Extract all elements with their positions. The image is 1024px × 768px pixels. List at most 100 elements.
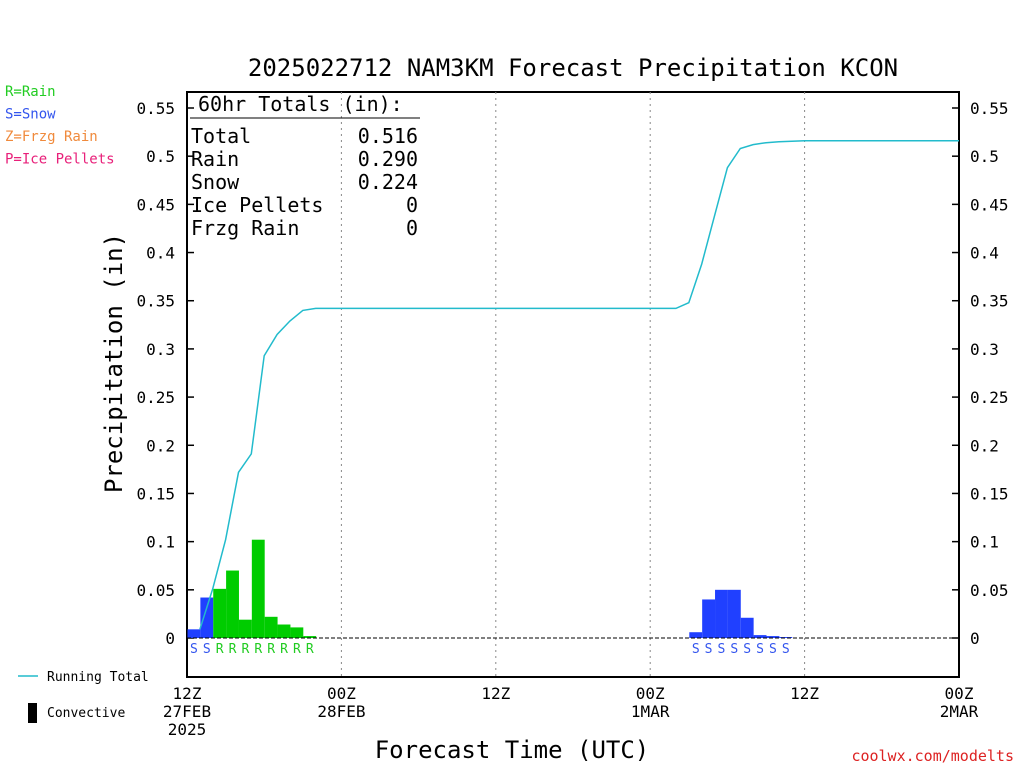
totals-value-0: 0.516	[358, 124, 418, 148]
ytick-label-right-10: 0.5	[970, 147, 999, 166]
precip-bar-12	[715, 589, 728, 638]
xtick-label-0-0: 12Z	[173, 684, 202, 703]
ytick-label-right-2: 0.1	[970, 533, 999, 552]
ytick-label-left-10: 0.5	[146, 147, 175, 166]
x-axis-title: Forecast Time (UTC)	[375, 736, 650, 764]
totals-label-3: Ice Pellets	[191, 193, 323, 217]
precip-type-letter-17: S	[782, 642, 790, 657]
xtick-label-0-2: 2025	[168, 720, 207, 739]
totals-value-3: 0	[406, 193, 418, 217]
precip-bars	[187, 539, 793, 638]
xtick-label-5-1: 2MAR	[940, 702, 979, 721]
legend-line-label-0: Running Total	[47, 670, 149, 685]
ytick-label-right-3: 0.15	[970, 484, 1009, 503]
xtick-label-3-1: 1MAR	[631, 702, 670, 721]
precip-type-letter-4: R	[241, 642, 249, 657]
totals-heading: 60hr Totals (in):	[198, 92, 403, 116]
ytick-label-right-11: 0.55	[970, 99, 1009, 118]
precip-bar-16	[766, 636, 780, 638]
y-axis-left: 0 0.05 0.1 0.15 0.2 0.25 0.3 0.35 0.4 0.45 0.5 0.55	[136, 99, 194, 648]
ytick-label-left-2: 0.1	[146, 533, 175, 552]
precip-type-letter-12: S	[718, 642, 726, 657]
precip-bar-6	[264, 616, 278, 638]
precip-type-letter-11: S	[705, 642, 713, 657]
totals-value-1: 0.290	[358, 147, 418, 171]
ytick-label-left-4: 0.2	[146, 436, 175, 455]
totals-value-4: 0	[406, 216, 418, 240]
ytick-label-left-3: 0.15	[136, 484, 175, 503]
precip-bar-17	[779, 637, 793, 638]
grid-lines	[340, 92, 806, 677]
running-total-line	[199, 140, 959, 630]
plot-frame	[186, 91, 960, 678]
totals-label-4: Frzg Rain	[191, 216, 299, 240]
y-axis-title: Precipitation (in)	[100, 233, 128, 493]
line-legend: Running Total Convective	[18, 670, 149, 723]
precip-bar-1	[200, 597, 214, 638]
precip-bar-9	[303, 636, 317, 638]
totals-value-2: 0.224	[358, 170, 418, 194]
ytick-label-right-0: 0	[970, 629, 980, 648]
legend-line-label-1: Convective	[47, 706, 125, 721]
precip-type-letter-2: R	[216, 642, 224, 657]
precip-bar-8	[290, 627, 304, 638]
precip-type-letter-0: S	[190, 642, 198, 657]
credit-text: coolwx.com/modelts	[851, 747, 1014, 765]
totals-label-2: Snow	[191, 170, 240, 194]
legend-type-2: Z=Frzg Rain	[5, 129, 98, 145]
precip-bar-7	[277, 624, 291, 638]
precip-type-letter-7: R	[280, 642, 288, 657]
ytick-label-left-0: 0	[165, 629, 175, 648]
ytick-label-right-4: 0.2	[970, 436, 999, 455]
xtick-label-1-0: 00Z	[327, 684, 356, 703]
precip-type-letter-13: S	[730, 642, 738, 657]
precip-bar-11	[702, 599, 716, 638]
precip-type-letter-3: R	[229, 642, 237, 657]
xtick-label-2-0: 12Z	[481, 684, 510, 703]
xtick-label-0-1: 27FEB	[163, 702, 211, 721]
ytick-label-left-6: 0.3	[146, 340, 175, 359]
precip-type-letter-10: S	[692, 642, 700, 657]
precip-type-legend: R=Rain S=Snow Z=Frzg Rain P=Ice Pellets	[5, 84, 115, 168]
precip-bar-14	[740, 617, 754, 638]
ytick-label-left-7: 0.35	[136, 292, 175, 311]
xtick-label-4-0: 12Z	[790, 684, 819, 703]
precip-bar-3	[226, 570, 239, 638]
precip-type-letter-15: S	[756, 642, 764, 657]
precip-type-letter-6: R	[267, 642, 275, 657]
ytick-label-right-5: 0.25	[970, 388, 1009, 407]
ytick-label-left-11: 0.55	[136, 99, 175, 118]
precip-type-letter-14: S	[743, 642, 751, 657]
ytick-label-left-9: 0.45	[136, 195, 175, 214]
precip-type-letter-9: R	[306, 642, 314, 657]
precip-bar-5	[251, 539, 265, 638]
ytick-label-right-1: 0.05	[970, 581, 1009, 600]
xtick-label-3-0: 00Z	[636, 684, 665, 703]
xtick-label-1-1: 28FEB	[317, 702, 365, 721]
precip-type-letter-16: S	[769, 642, 777, 657]
xtick-label-5-0: 00Z	[945, 684, 974, 703]
ytick-label-right-6: 0.3	[970, 340, 999, 359]
precip-type-letter-1: S	[203, 642, 211, 657]
chart-title: 2025022712 NAM3KM Forecast Precipitation…	[248, 54, 898, 82]
precip-bar-0	[187, 629, 201, 638]
precip-bar-2	[213, 588, 227, 638]
ytick-label-right-8: 0.4	[970, 244, 999, 263]
legend-type-3: P=Ice Pellets	[5, 152, 115, 168]
ytick-label-left-5: 0.25	[136, 388, 175, 407]
totals-label-0: Total	[191, 124, 251, 148]
totals-box: 60hr Totals (in): Total 0.516 Rain 0.290 Sno…	[190, 92, 420, 240]
legend-type-1: S=Snow	[5, 107, 56, 123]
precip-type-letter-8: R	[293, 642, 301, 657]
ytick-label-right-9: 0.45	[970, 195, 1009, 214]
ytick-label-left-1: 0.05	[136, 581, 175, 600]
ytick-label-left-8: 0.4	[146, 244, 175, 263]
precip-bar-15	[753, 635, 767, 638]
precip-bar-4	[238, 619, 252, 638]
ytick-label-right-7: 0.35	[970, 292, 1009, 311]
totals-label-1: Rain	[191, 147, 239, 171]
legend-bar-swatch-1	[28, 703, 37, 723]
